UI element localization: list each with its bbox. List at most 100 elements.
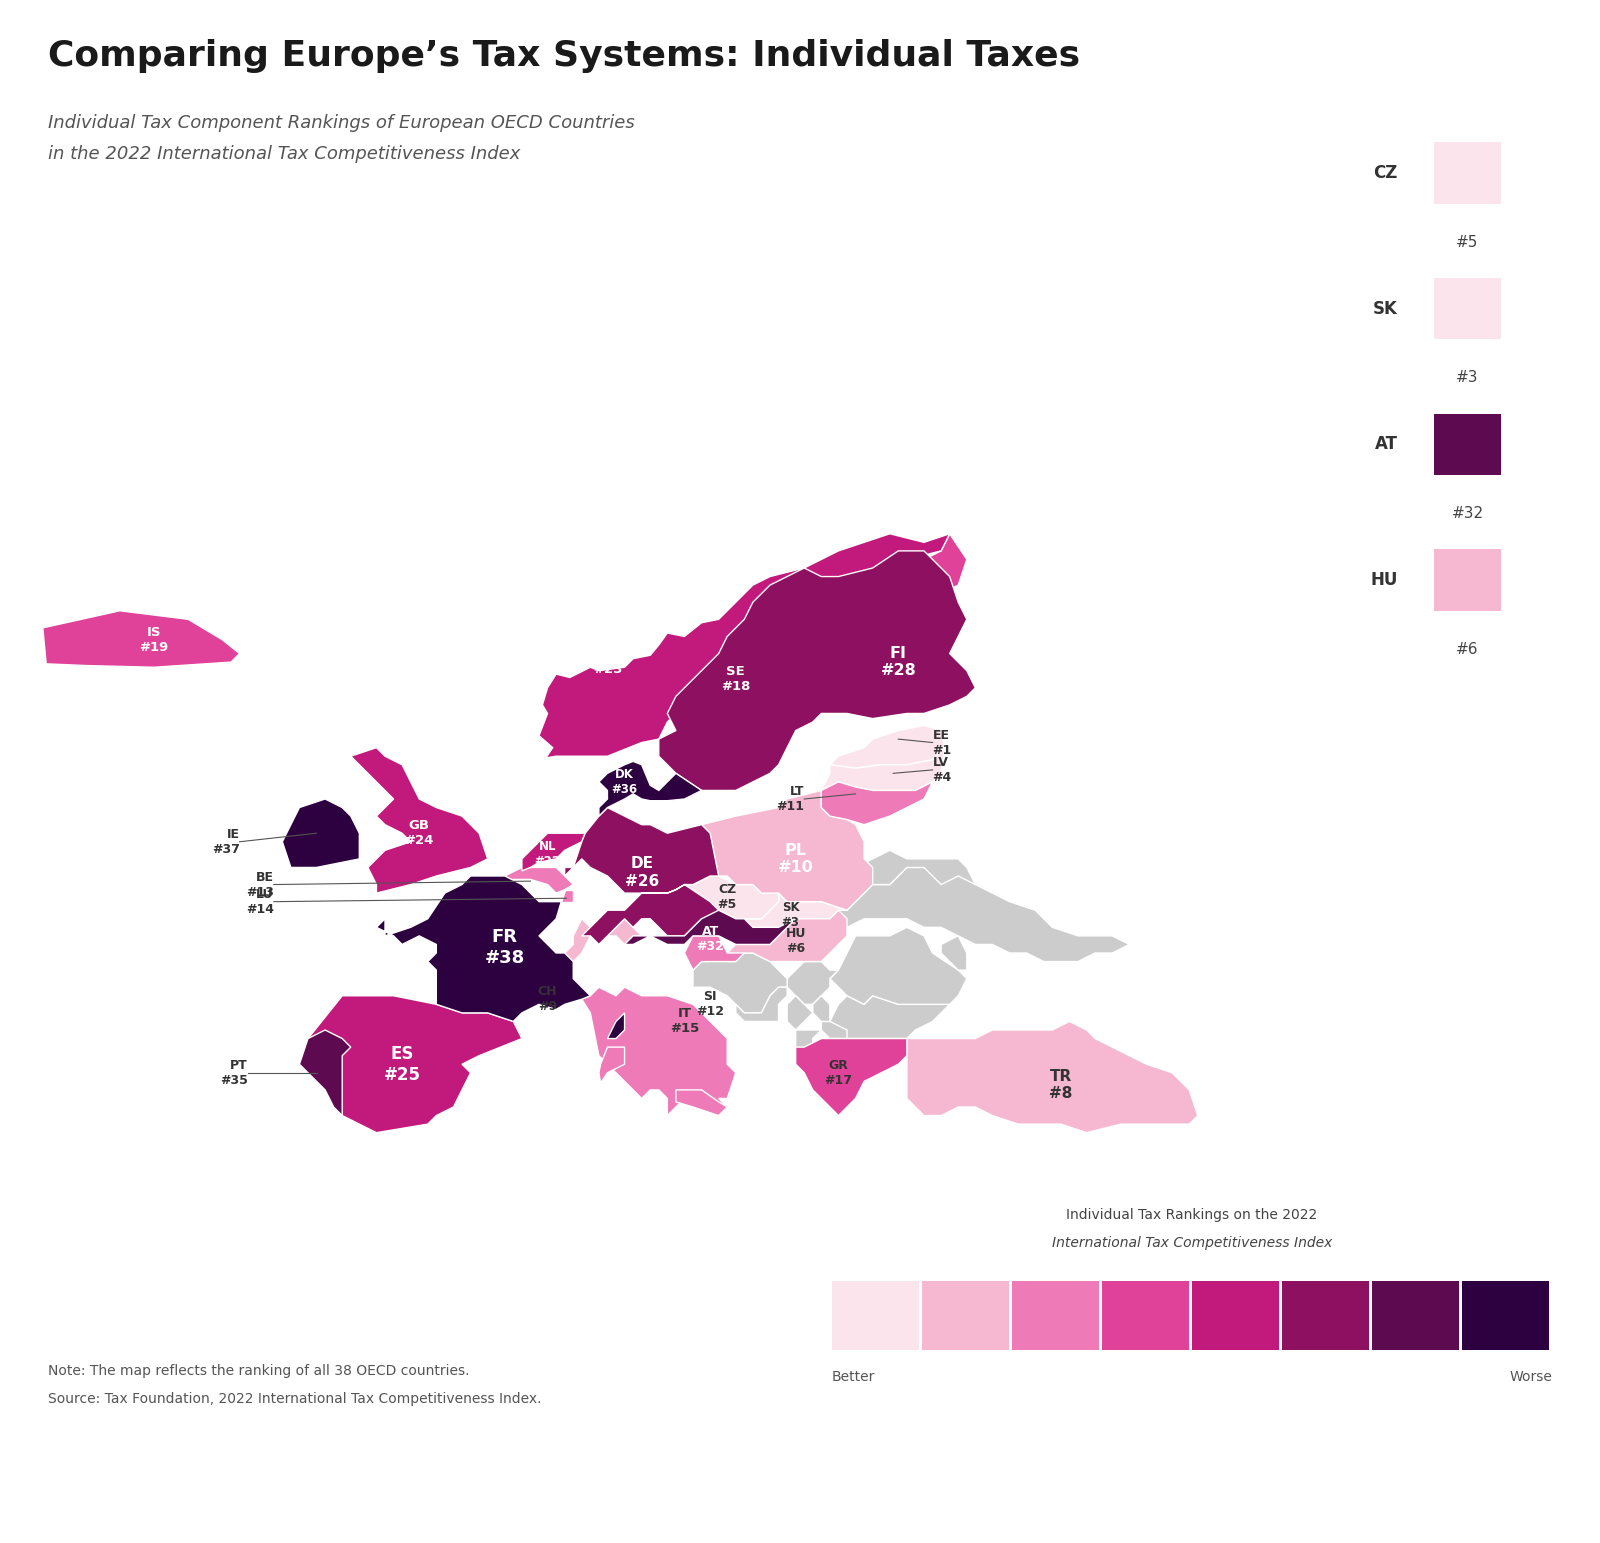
Polygon shape xyxy=(813,995,830,1021)
Bar xyxy=(1435,278,1501,339)
Bar xyxy=(1192,1281,1280,1350)
Polygon shape xyxy=(659,551,976,790)
Text: CZ
#5: CZ #5 xyxy=(717,883,738,910)
Text: Better: Better xyxy=(832,1370,875,1384)
Polygon shape xyxy=(624,910,795,944)
Polygon shape xyxy=(744,893,846,927)
Text: ES
#25: ES #25 xyxy=(384,1045,421,1083)
Polygon shape xyxy=(728,910,846,961)
Polygon shape xyxy=(504,867,573,893)
Text: IT
#15: IT #15 xyxy=(670,1008,699,1035)
Polygon shape xyxy=(376,876,590,1021)
Polygon shape xyxy=(821,850,976,918)
Text: Note: The map reflects the ranking of all 38 OECD countries.: Note: The map reflects the ranking of al… xyxy=(48,1364,469,1378)
Polygon shape xyxy=(787,961,838,1004)
Polygon shape xyxy=(821,748,944,790)
Bar xyxy=(1373,1281,1459,1350)
Text: PT
#35: PT #35 xyxy=(221,1058,248,1086)
Polygon shape xyxy=(539,534,950,758)
Polygon shape xyxy=(821,1021,846,1038)
Polygon shape xyxy=(565,807,718,944)
Polygon shape xyxy=(787,995,813,1031)
Text: IE
#37: IE #37 xyxy=(211,827,240,856)
Polygon shape xyxy=(562,890,573,901)
Text: Worse: Worse xyxy=(1509,1370,1552,1384)
Text: SE
#18: SE #18 xyxy=(722,665,750,693)
Polygon shape xyxy=(830,859,1130,961)
Text: SK: SK xyxy=(1373,299,1398,318)
Polygon shape xyxy=(830,995,950,1038)
Bar xyxy=(1435,414,1501,475)
Text: HU: HU xyxy=(1370,571,1398,589)
Polygon shape xyxy=(282,799,360,867)
Polygon shape xyxy=(795,1038,907,1116)
Text: NL
#22: NL #22 xyxy=(534,839,560,867)
Polygon shape xyxy=(43,611,240,667)
Polygon shape xyxy=(642,876,779,937)
Text: EE
#1: EE #1 xyxy=(933,728,952,756)
Polygon shape xyxy=(685,937,744,971)
Text: in the 2022 International Tax Competitiveness Index: in the 2022 International Tax Competitiv… xyxy=(48,145,520,164)
Text: AT: AT xyxy=(1374,435,1398,454)
Text: International Tax Competitiveness Index: International Tax Competitiveness Index xyxy=(1051,1236,1333,1250)
Text: LV
#4: LV #4 xyxy=(933,756,952,784)
Text: CH
#9: CH #9 xyxy=(538,984,557,1014)
Polygon shape xyxy=(907,1021,1198,1133)
Text: #6: #6 xyxy=(1456,642,1478,657)
Polygon shape xyxy=(650,534,966,801)
Text: HU
#6: HU #6 xyxy=(786,927,806,955)
Text: #5: #5 xyxy=(1456,235,1478,250)
Text: GR
#17: GR #17 xyxy=(824,1058,853,1086)
Bar xyxy=(1013,1281,1099,1350)
Polygon shape xyxy=(608,1012,624,1038)
Text: SI
#12: SI #12 xyxy=(696,991,725,1018)
Polygon shape xyxy=(565,918,642,961)
Text: Source: Tax Foundation, 2022 International Tax Competitiveness Index.: Source: Tax Foundation, 2022 Internation… xyxy=(48,1392,541,1406)
Polygon shape xyxy=(598,1048,624,1083)
Bar xyxy=(1435,142,1501,204)
Polygon shape xyxy=(582,988,736,1116)
Polygon shape xyxy=(299,1031,350,1116)
Bar xyxy=(1282,1281,1370,1350)
Text: DK
#36: DK #36 xyxy=(611,768,638,796)
Text: SK
#3: SK #3 xyxy=(781,901,800,929)
Polygon shape xyxy=(693,954,787,1012)
Polygon shape xyxy=(701,790,872,910)
Text: #32: #32 xyxy=(1451,506,1483,522)
Text: Individual Tax Rankings on the 2022: Individual Tax Rankings on the 2022 xyxy=(1066,1208,1318,1222)
Bar xyxy=(1102,1281,1189,1350)
Text: LT
#11: LT #11 xyxy=(776,785,805,813)
Text: BE
#13: BE #13 xyxy=(246,870,274,898)
Polygon shape xyxy=(830,725,944,768)
Polygon shape xyxy=(675,1089,728,1116)
Text: NO
#23: NO #23 xyxy=(592,648,622,676)
Text: Individual Tax Component Rankings of European OECD Countries: Individual Tax Component Rankings of Eur… xyxy=(48,114,635,133)
Bar xyxy=(922,1281,1010,1350)
Text: #3: #3 xyxy=(1456,370,1478,386)
Text: Comparing Europe’s Tax Systems: Individual Taxes: Comparing Europe’s Tax Systems: Individu… xyxy=(48,39,1080,73)
Text: CZ: CZ xyxy=(1373,164,1398,182)
Polygon shape xyxy=(598,761,701,816)
Text: @TaxFoundation: @TaxFoundation xyxy=(1427,1492,1576,1509)
Polygon shape xyxy=(821,782,933,824)
Text: LU
#14: LU #14 xyxy=(246,887,274,915)
Bar xyxy=(1435,549,1501,611)
Polygon shape xyxy=(830,927,966,1004)
Bar xyxy=(832,1281,920,1350)
Text: IS
#19: IS #19 xyxy=(139,626,168,654)
Text: FR
#38: FR #38 xyxy=(485,929,525,967)
Polygon shape xyxy=(736,988,787,1021)
Polygon shape xyxy=(350,748,488,893)
Text: AT
#32: AT #32 xyxy=(696,926,725,954)
Text: FI
#28: FI #28 xyxy=(880,647,917,679)
Text: PL
#10: PL #10 xyxy=(778,842,813,875)
Polygon shape xyxy=(941,937,966,971)
Polygon shape xyxy=(299,995,522,1133)
Text: GB
#24: GB #24 xyxy=(405,819,434,847)
Text: TR
#8: TR #8 xyxy=(1050,1069,1072,1102)
Text: DE
#26: DE #26 xyxy=(624,856,659,889)
Bar xyxy=(1462,1281,1549,1350)
Polygon shape xyxy=(795,1031,821,1055)
Text: TAX FOUNDATION: TAX FOUNDATION xyxy=(24,1491,218,1511)
Polygon shape xyxy=(522,833,586,870)
